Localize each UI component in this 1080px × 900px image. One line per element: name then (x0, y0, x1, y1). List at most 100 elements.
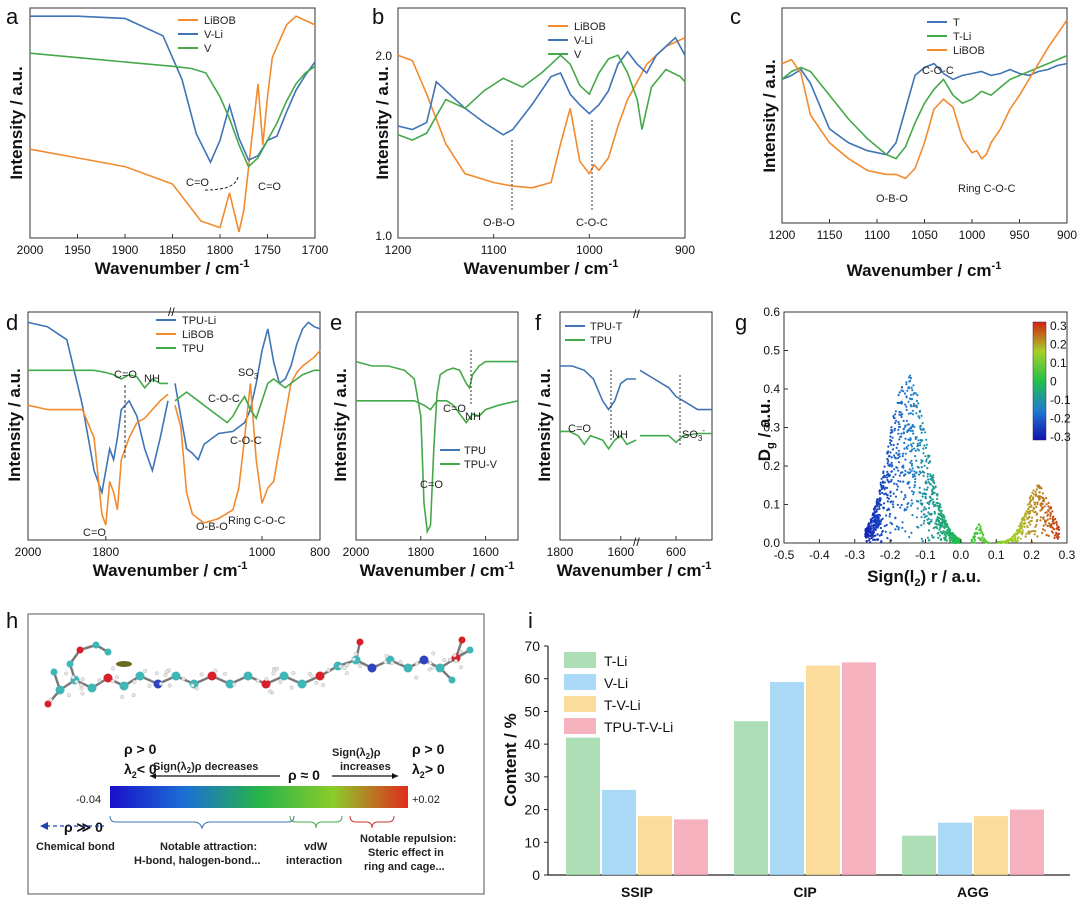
xtick-label-b-2: 1000 (576, 243, 603, 257)
colorbar (1032, 321, 1047, 441)
scatter-point-1106 (1057, 536, 1060, 539)
scatter-point-1350 (1042, 516, 1045, 519)
scatter-point-139 (896, 466, 899, 469)
xtick-label-a-5: 1750 (254, 243, 281, 257)
scatter-point-1364 (1051, 531, 1054, 534)
scatter-point-565 (918, 491, 921, 494)
scatter-point-579 (938, 534, 941, 537)
scatter-point-731 (922, 522, 925, 525)
hydrogen-33 (414, 675, 419, 680)
xtick-label-b-1: 1100 (481, 243, 507, 257)
panel-f-series-group (560, 365, 712, 451)
scatter-point-140 (917, 439, 920, 442)
scatter-point-946 (911, 389, 914, 392)
scatter-point-940 (897, 526, 900, 529)
atom-13 (279, 671, 289, 681)
scatter-point-278 (924, 507, 927, 511)
scatter-point-918 (900, 400, 903, 403)
scatter-point-641 (918, 470, 921, 473)
scatter-point-695 (940, 522, 943, 526)
hydrogen-36 (158, 681, 163, 686)
scatter-point-1254 (1039, 519, 1042, 522)
colorbar-label-0: 0.3 (1050, 319, 1067, 333)
scatter-point-1276 (1041, 503, 1044, 506)
hydrogen-1 (213, 668, 218, 673)
legend-label-libob-b: LiBOB (574, 21, 606, 33)
scatter-point-317 (885, 514, 888, 517)
scatter-point-1367 (1042, 500, 1045, 503)
scatter-point-944 (940, 518, 944, 521)
scatter-point-892 (948, 528, 951, 531)
scatter-point-838 (889, 451, 892, 454)
legend-swatch-t-v-li (564, 696, 596, 712)
scatter-point-679 (941, 521, 944, 524)
scatter-point-1347 (1057, 528, 1060, 531)
scatter-point-447 (899, 506, 902, 509)
scatter-point-1359 (1014, 532, 1018, 536)
scatter-point-151 (887, 497, 891, 500)
xtick-label-d-1: 1800 (92, 545, 119, 559)
scatter-point-1201 (1046, 514, 1049, 517)
scatter-point-708 (915, 412, 918, 415)
scatter-point-956 (975, 528, 978, 531)
scatter-point-845 (876, 508, 879, 511)
scatter-point-448 (904, 530, 907, 533)
scatter-point-1094 (1033, 493, 1036, 496)
xtick-label-g-4: -0.1 (915, 548, 936, 562)
scatter-point-789 (879, 526, 883, 530)
scatter-point-132 (890, 478, 893, 481)
bar-cip-t-v-li (806, 665, 840, 875)
scatter-point-277 (902, 432, 906, 435)
scatter-point-403 (885, 486, 889, 489)
hydrogen-0 (167, 683, 172, 688)
scatter-point-482 (921, 439, 924, 442)
scatter-point-764 (879, 483, 882, 486)
scatter-point-1361 (1031, 498, 1034, 501)
scatter-point-757 (932, 500, 935, 504)
scatter-point-574 (871, 516, 874, 520)
panel-a-frame (29, 7, 316, 239)
panel-c-xticks: 1200 1150 1100 1050 1000 950 900 (769, 219, 1077, 242)
scatter-point-60 (911, 514, 914, 517)
atom-18 (367, 663, 377, 673)
axis-break-f-top: // (633, 307, 640, 321)
scatter-point-32 (906, 389, 909, 392)
scatter-point-1145 (1038, 498, 1041, 501)
scatter-point-112 (910, 469, 913, 472)
bar-cip-tpu-t-v-li (842, 662, 876, 875)
scatter-point-503 (909, 429, 912, 433)
scatter-point-915 (891, 430, 894, 434)
hydrogen-53 (74, 679, 79, 684)
scatter-point-901 (930, 499, 933, 502)
panel-e-frame (355, 311, 519, 541)
colorbar-label-6: -0.3 (1050, 430, 1071, 444)
scatter-point-768 (880, 503, 883, 506)
scatter-point-799 (923, 488, 926, 491)
scatter-point-782 (924, 431, 927, 434)
scatter-point-733 (888, 474, 892, 477)
scatter-point-1362 (1039, 504, 1042, 507)
panel-f-xlabel: Wavenumber / cm-1 (557, 560, 712, 580)
scatter-point-999 (979, 529, 982, 532)
scatter-point-1023 (1055, 524, 1059, 527)
scatter-point-840 (912, 384, 915, 387)
series-line-tpu-li-d (27, 321, 169, 496)
scatter-point-923 (939, 503, 942, 506)
xtick-label-c-4: 1000 (959, 228, 986, 242)
hydrogen-10 (264, 677, 269, 682)
scatter-point-1186 (1054, 517, 1057, 521)
scatter-point-729 (879, 497, 882, 500)
scatter-point-1272 (1028, 530, 1032, 534)
lambda-right: λ2> 0 (412, 761, 445, 780)
annotation-ringcoc-c: Ring C-O-C (958, 183, 1016, 195)
scatter-point-1309 (1039, 516, 1042, 519)
panel-b-ylabel: Intensity / a.u. (373, 66, 392, 179)
legend-label-tpu-d: TPU (182, 343, 204, 355)
scatter-point-857 (909, 437, 912, 440)
scatter-point-4 (920, 466, 923, 469)
annotation-nh-f: NH (612, 429, 628, 441)
scatter-point-157 (910, 459, 913, 462)
scatter-point-1042 (1027, 521, 1030, 524)
series-line-tpu-t-f (560, 365, 636, 412)
panel-g-xlabel: Sign(l2) r / a.u. (867, 567, 981, 589)
